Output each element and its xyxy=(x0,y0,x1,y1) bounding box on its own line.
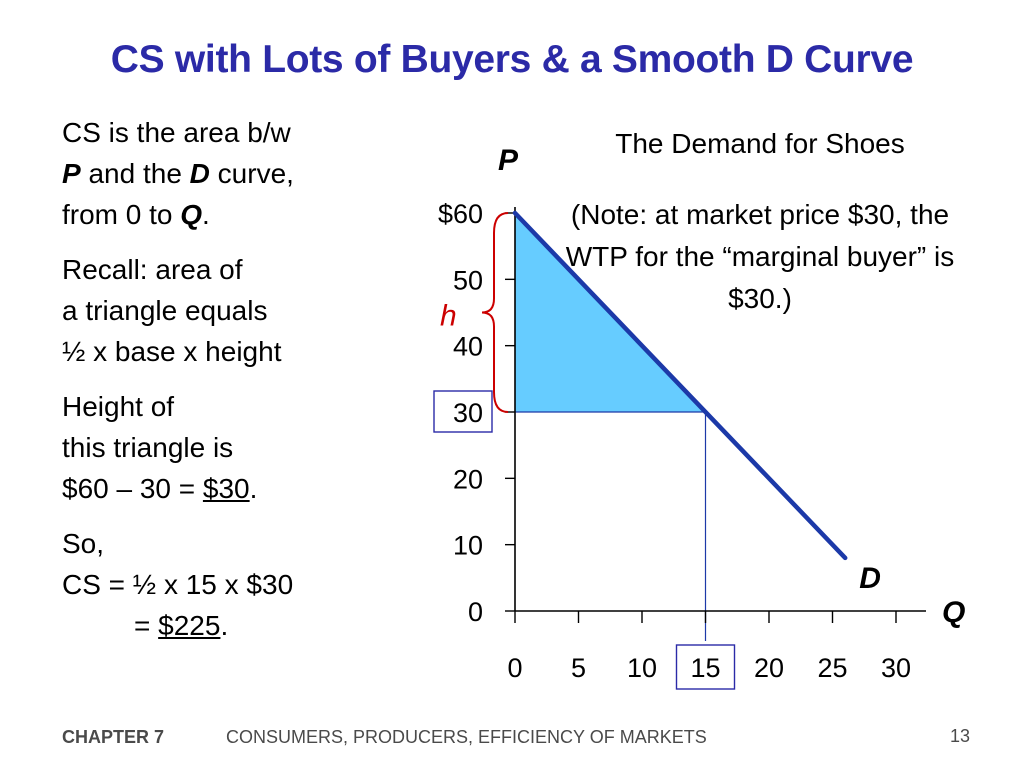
x-tick-label: 25 xyxy=(817,653,847,683)
slide-title: CS with Lots of Buyers & a Smooth D Curv… xyxy=(110,38,914,81)
text: CS = ½ x 15 x $30 xyxy=(62,569,294,600)
page-number: 13 xyxy=(950,726,971,746)
text: and the xyxy=(80,158,190,189)
x-tick-label: 20 xyxy=(754,653,784,683)
y-tick-label: $60 xyxy=(438,199,483,229)
text: . xyxy=(249,473,258,504)
highlight-box-quantity xyxy=(675,644,736,690)
cs-result: $225 xyxy=(158,610,221,641)
text: . xyxy=(202,199,210,230)
x-tick-label: 0 xyxy=(507,653,522,683)
text: curve, xyxy=(209,158,294,189)
text: ½ x base x height xyxy=(62,336,282,367)
price-symbol: P xyxy=(62,158,81,189)
demand-curve xyxy=(512,210,848,561)
demand-chart: 0 10 20 30 40 50 $60 0 5 10 15 20 25 30 D P Qh xyxy=(433,144,965,690)
y-tick-label: 0 xyxy=(468,597,483,627)
x-tick-label: 10 xyxy=(627,653,657,683)
paragraph-definition: CS is the area b/w P and the D curve, fr… xyxy=(62,112,412,235)
text: a triangle equals xyxy=(62,295,268,326)
quantity-symbol: Q xyxy=(180,199,203,230)
text: $60 – 30 = xyxy=(62,473,203,504)
highlight-box-price xyxy=(433,390,493,433)
text: Recall: area of xyxy=(62,254,243,285)
chart-title: The Demand for Shoes xyxy=(615,128,905,159)
paragraph-recall: Recall: area of a triangle equals ½ x ba… xyxy=(62,249,412,372)
chart-note: (Note: at market price $30, the WTP for … xyxy=(565,199,955,314)
y-axis-title: P xyxy=(498,144,519,177)
y-tick-label: 50 xyxy=(453,265,483,295)
text: Height of xyxy=(62,391,175,422)
text: So, xyxy=(62,528,105,559)
explanation-text: CS is the area b/w P and the D curve, fr… xyxy=(62,112,412,660)
height-result: $30 xyxy=(202,473,250,504)
text: this triangle is xyxy=(62,432,234,463)
x-tick-label: 30 xyxy=(881,653,911,683)
y-tick-label: 10 xyxy=(453,531,483,561)
x-tick-label: 5 xyxy=(571,653,586,683)
y-tick-label: 40 xyxy=(453,332,483,362)
demand-symbol: D xyxy=(189,158,210,189)
height-brace xyxy=(481,212,509,413)
height-label: h xyxy=(440,300,457,333)
demand-curve-label: D xyxy=(859,562,881,595)
x-tick-label: 15 xyxy=(690,653,720,683)
footer-chapter: CHAPTER 7 xyxy=(62,727,165,747)
text: from 0 to xyxy=(62,199,181,230)
x-axis-title: Q xyxy=(942,596,965,629)
paragraph-height: Height of this triangle is $60 – 30 = $3… xyxy=(62,386,412,509)
text: CS is the area b/w xyxy=(62,117,291,148)
footer-subject: CONSUMERS, PRODUCERS, EFFICIENCY OF MARK… xyxy=(226,727,707,747)
text: = xyxy=(134,610,159,641)
paragraph-result: So, CS = ½ x 15 x $30 = $225. xyxy=(62,523,412,646)
y-tick-label: 20 xyxy=(453,464,483,494)
y-tick-label: 30 xyxy=(453,398,483,428)
text: . xyxy=(220,610,229,641)
